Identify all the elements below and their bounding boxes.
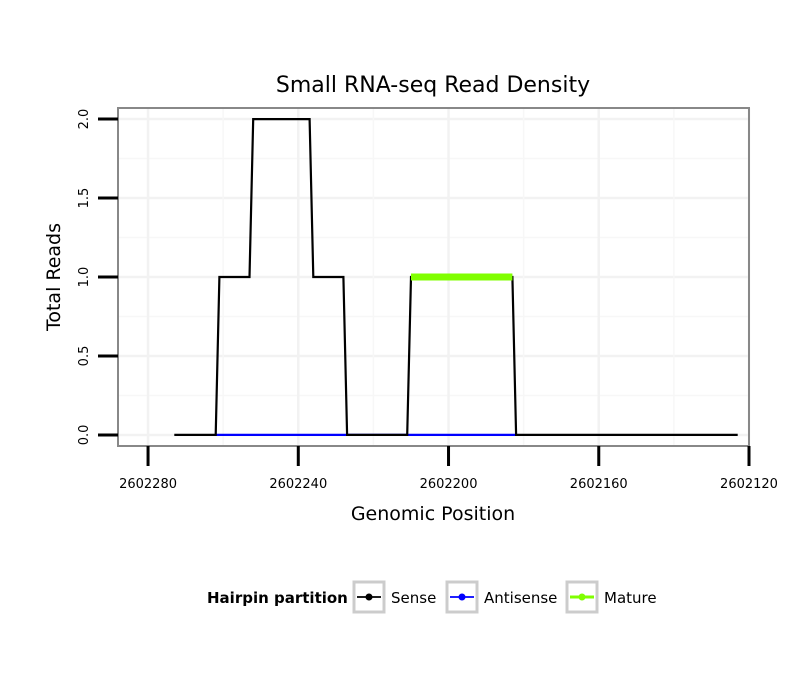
y-tick-label: 0.5 [77,346,92,367]
y-tick-label: 2.0 [77,109,92,130]
legend-title: Hairpin partition [207,589,348,607]
y-axis: 0.0 0.5 1.0 1.5 2.0 [77,109,118,446]
x-tick-label: 2602160 [570,477,628,492]
x-tick-label: 2602280 [119,477,177,492]
x-tick-label: 2602200 [420,477,478,492]
y-tick-label: 1.5 [77,188,92,209]
x-tick-label: 2602120 [720,477,778,492]
series-layer [174,117,738,436]
legend: Hairpin partition Sense Antisense Mature [207,580,657,614]
legend-label: Mature [604,589,657,607]
legend-label: Antisense [484,589,557,607]
legend-item-antisense: Antisense [445,580,557,614]
x-tick-label: 2602240 [269,477,327,492]
legend-item-mature: Mature [565,580,657,614]
chart-title: Small RNA-seq Read Density [276,73,590,98]
y-axis-title: Total Reads [43,223,65,332]
x-axis-title: Genomic Position [351,503,515,525]
legend-key-point [578,593,586,601]
y-tick-label: 0.0 [77,425,92,446]
legend-key-point [365,593,373,601]
legend-key-point [458,593,466,601]
legend-item-sense: Sense [352,580,436,614]
y-tick-label: 1.0 [77,267,92,288]
legend-label: Sense [391,589,436,607]
x-axis: 2602280 2602240 2602200 2602160 2602120 [119,446,778,492]
